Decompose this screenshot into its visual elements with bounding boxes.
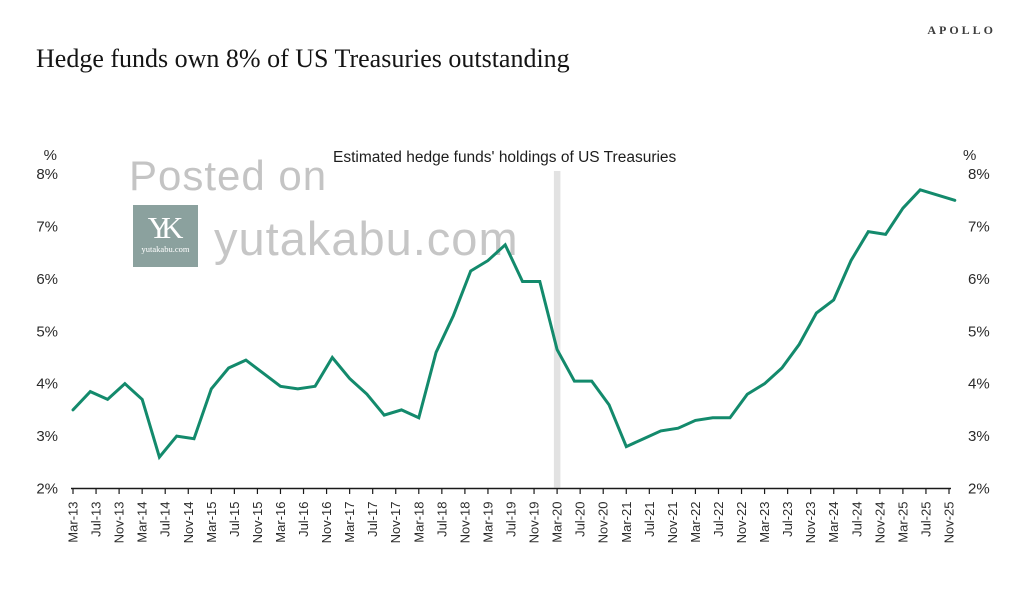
treasury-holdings-line (71, 188, 957, 461)
x-axis-label: Mar-23 (757, 502, 772, 543)
x-axis-label: Nov-22 (734, 502, 749, 544)
y-axis-label-left: 6% (36, 271, 58, 288)
x-axis-label: Mar-17 (342, 502, 357, 543)
y-axis-label-left: 8% (36, 166, 58, 183)
x-axis-label: Mar-13 (66, 502, 81, 543)
x-axis-label: Jul-17 (365, 502, 380, 537)
y-axis-label-right: 8% (968, 166, 990, 183)
x-axis-label: Nov-21 (665, 502, 680, 544)
x-axis-label: Jul-19 (504, 502, 519, 537)
x-axis-label: Nov-14 (181, 502, 196, 544)
x-axis-label: Mar-18 (411, 502, 426, 543)
x-axis-label: Jul-18 (434, 502, 449, 537)
watermark-logo: YK yutakabu.com (133, 205, 198, 267)
x-axis-label: Nov-13 (112, 502, 127, 544)
y-axis-label-right: 7% (968, 219, 990, 236)
y-axis-unit-left: % (44, 147, 57, 164)
x-axis-label: Jul-14 (158, 502, 173, 537)
x-axis-label: Nov-25 (942, 502, 957, 544)
x-axis-label: Mar-21 (619, 502, 634, 543)
y-axis-label-left: 7% (36, 219, 58, 236)
watermark-domain-text: yutakabu.com (214, 212, 519, 265)
y-axis-label-left: 4% (36, 376, 58, 393)
y-axis-label-right: 6% (968, 271, 990, 288)
x-axis-label: Jul-15 (227, 502, 242, 537)
x-axis-label: Jul-21 (642, 502, 657, 537)
page-title: Hedge funds own 8% of US Treasuries outs… (36, 44, 570, 73)
x-axis-label: Mar-22 (688, 502, 703, 543)
y-axis-label-right: 3% (968, 428, 990, 445)
y-axis-label-right: 4% (968, 376, 990, 393)
x-axis-label: Nov-19 (527, 502, 542, 544)
x-axis-label: Nov-24 (872, 502, 887, 544)
x-axis-label: Nov-15 (250, 502, 265, 544)
y-axis-label-left: 5% (36, 323, 58, 340)
apollo-logo: APOLLO (927, 23, 996, 37)
y-axis-unit-right: % (963, 147, 976, 164)
x-axis-label: Mar-19 (480, 502, 495, 543)
x-axis-label: Mar-24 (826, 502, 841, 543)
x-axis-label: Jul-20 (573, 502, 588, 537)
x-axis-label: Jul-16 (296, 502, 311, 537)
y-axis-label-right: 2% (968, 481, 990, 498)
watermark-logo-domain: yutakabu.com (141, 244, 190, 254)
x-axis-label: Nov-20 (596, 502, 611, 544)
x-axis-label: Nov-16 (319, 502, 334, 544)
x-axis-label: Jul-25 (918, 502, 933, 537)
y-axis-label-left: 3% (36, 428, 58, 445)
x-axis-label: Jul-23 (780, 502, 795, 537)
chart-title: Estimated hedge funds' holdings of US Tr… (333, 149, 677, 166)
watermark-posted-text: Posted on (129, 152, 328, 199)
x-axis-label: Jul-22 (711, 502, 726, 537)
watermark-monogram: YK (147, 210, 184, 245)
x-axis-label: Mar-20 (550, 502, 565, 543)
x-axis-label: Nov-23 (803, 502, 818, 544)
y-axis-label-left: 2% (36, 481, 58, 498)
x-axis-label: Mar-16 (273, 502, 288, 543)
x-axis-label: Jul-13 (89, 502, 104, 537)
y-axis-label-right: 5% (968, 323, 990, 340)
x-axis-label: Mar-14 (135, 502, 150, 543)
x-axis-label: Mar-15 (204, 502, 219, 543)
x-axis-label: Jul-24 (849, 502, 864, 537)
x-axis-label: Nov-18 (457, 502, 472, 544)
covid-highlight-bar (553, 171, 561, 488)
x-axis-label: Mar-25 (895, 502, 910, 543)
x-axis-label: Nov-17 (388, 502, 403, 544)
